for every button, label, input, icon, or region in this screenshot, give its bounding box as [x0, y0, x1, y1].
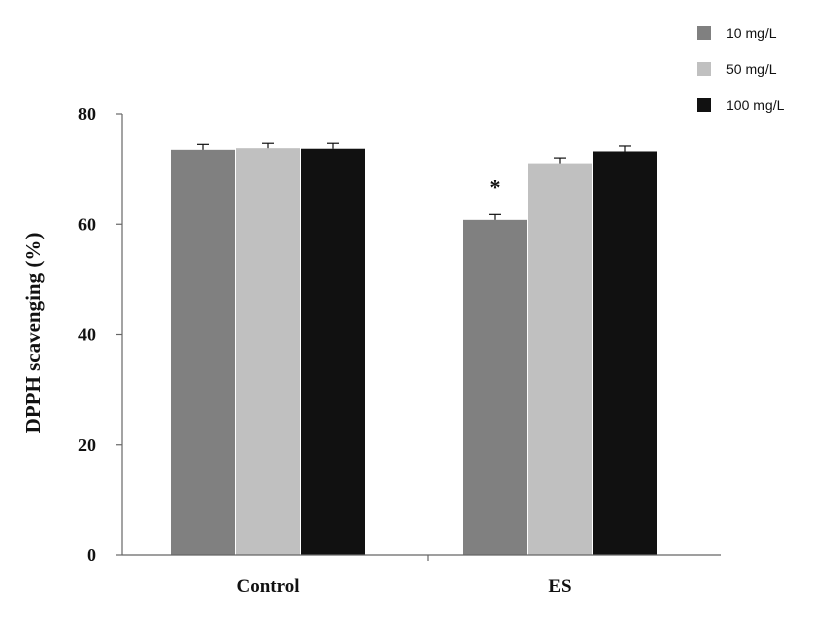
y-ticks-group: 0 20 40 60 80 — [78, 104, 122, 565]
x-labels-group: Control ES — [237, 576, 572, 597]
bar — [171, 149, 235, 556]
legend-label: 10 mg/L — [726, 25, 777, 41]
bar — [236, 148, 300, 556]
bars-group — [171, 148, 657, 556]
significance-asterisk: * — [490, 174, 501, 199]
legend-label: 50 mg/L — [726, 61, 777, 77]
y-tick-label: 80 — [78, 104, 96, 124]
legend: 10 mg/L 50 mg/L 100 mg/L — [697, 25, 785, 113]
bar — [528, 163, 592, 556]
bar — [593, 151, 657, 556]
y-tick-label: 40 — [78, 325, 96, 345]
y-tick-label: 60 — [78, 214, 96, 234]
error-bars-group — [197, 142, 631, 220]
y-tick-label: 0 — [87, 545, 96, 565]
legend-swatch — [697, 62, 711, 76]
legend-swatch — [697, 98, 711, 112]
annotations-group: * — [490, 174, 501, 199]
y-tick-label: 20 — [78, 435, 96, 455]
bar — [463, 219, 527, 555]
legend-swatch — [697, 26, 711, 40]
legend-label: 100 mg/L — [726, 97, 785, 113]
x-category-label: ES — [548, 576, 571, 597]
bar — [301, 148, 365, 555]
y-axis-title: DPPH scavenging (%) — [21, 233, 45, 434]
x-category-label: Control — [237, 576, 300, 597]
